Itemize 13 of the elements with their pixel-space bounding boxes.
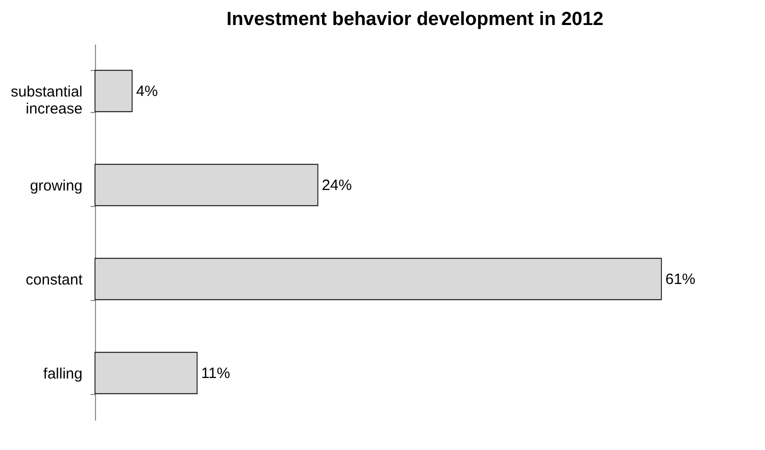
data-label: 24% bbox=[322, 177, 352, 194]
y-tick-label: substantial increase bbox=[10, 84, 82, 118]
bar bbox=[94, 258, 662, 300]
data-label: 11% bbox=[201, 365, 230, 382]
data-label: 4% bbox=[136, 83, 158, 100]
y-tick-label: constant bbox=[26, 272, 84, 288]
bar bbox=[94, 164, 318, 206]
y-tick-label: growing bbox=[30, 178, 82, 194]
bar bbox=[94, 352, 198, 394]
data-label: 61% bbox=[665, 271, 696, 288]
chart-title: Investment behavior development in 2012 bbox=[226, 9, 604, 30]
y-tick-label: falling bbox=[43, 366, 82, 382]
bar bbox=[94, 70, 133, 112]
